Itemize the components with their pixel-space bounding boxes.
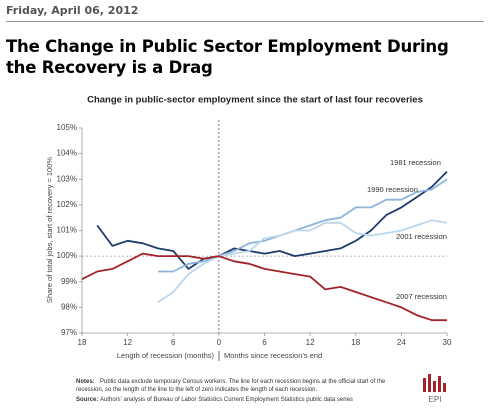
series-line (157, 219, 448, 303)
series-line (81, 252, 447, 322)
y-tick-label: 103% (57, 174, 77, 183)
logo-bar (438, 376, 441, 392)
y-axis-label: Share of total jobs, start of recovery =… (45, 157, 54, 303)
x-axis-label-left: Length of recession (months) (117, 351, 215, 360)
x-tick-label: 30 (443, 338, 452, 347)
y-tick-label: 104% (57, 149, 77, 158)
logo: EPI (423, 374, 446, 404)
x-tick-label: 18 (351, 338, 360, 347)
logo-bar (433, 381, 436, 392)
y-tick-label: 100% (57, 251, 77, 260)
x-tick-label: 24 (397, 338, 406, 347)
notes-text: Public data exclude temporary Census wor… (76, 379, 386, 393)
y-tick-label: 102% (57, 200, 77, 209)
post-date: Friday, April 06, 2012 (6, 4, 139, 17)
series-label: 1981 recession (390, 158, 441, 167)
x-tick-label: 6 (171, 338, 176, 347)
logo-text: EPI (429, 395, 442, 404)
y-tick-label: 98% (61, 302, 77, 311)
y-tick-label: 99% (61, 277, 77, 286)
x-tick-label: 12 (306, 338, 315, 347)
source-text: Authors' analysis of Bureau of Labor Sta… (100, 397, 353, 403)
x-tick-label: 18 (78, 338, 87, 347)
source: Source: Authors' analysis of Bureau of La… (76, 396, 406, 404)
y-tick-label: 101% (57, 226, 77, 235)
logo-bar (428, 374, 431, 392)
series-line (96, 170, 448, 270)
series-label: 2007 recession (396, 292, 447, 301)
x-tick-label: 6 (262, 338, 267, 347)
y-tick-label: 97% (61, 328, 77, 337)
notes: Notes: Public data exclude temporary Cens… (76, 378, 406, 394)
x-axis-label-right: Months since recession's end (224, 351, 322, 360)
logo-bar (423, 378, 426, 392)
post-heading: The Change in Public Sector Employment D… (6, 37, 449, 77)
x-tick-label: 12 (123, 338, 132, 347)
notes-label: Notes: (76, 379, 95, 385)
x-tick-label: 0 (217, 338, 222, 347)
divider (6, 21, 484, 22)
series-label: 2001 recession (396, 232, 447, 241)
chart-title: Change in public-sector employment since… (87, 95, 423, 106)
series-line (158, 178, 448, 273)
series-label: 1990 recession (367, 185, 418, 194)
y-tick-label: 105% (57, 123, 77, 132)
source-label: Source: (76, 397, 99, 403)
logo-bar (443, 383, 446, 392)
